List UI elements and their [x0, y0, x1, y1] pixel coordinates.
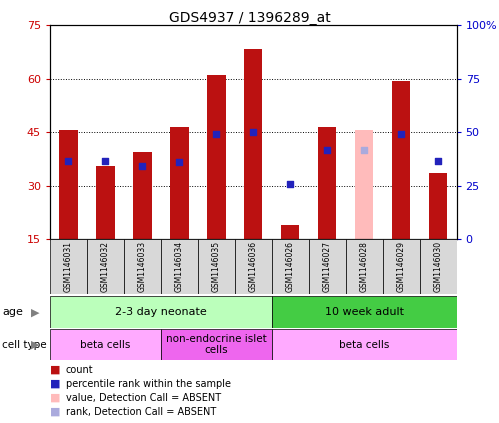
FancyBboxPatch shape [346, 239, 383, 294]
Text: GSM1146034: GSM1146034 [175, 241, 184, 292]
Text: ■: ■ [50, 379, 60, 389]
FancyBboxPatch shape [161, 239, 198, 294]
Text: ■: ■ [50, 407, 60, 417]
Text: cell type: cell type [2, 340, 47, 350]
Point [249, 129, 257, 136]
Text: GSM1146026: GSM1146026 [286, 241, 295, 292]
Text: GSM1146027: GSM1146027 [323, 241, 332, 292]
Point [101, 157, 109, 164]
Bar [133, 152, 152, 239]
Text: ■: ■ [50, 393, 60, 403]
Text: GSM1146028: GSM1146028 [360, 241, 369, 292]
Bar [59, 130, 78, 239]
FancyBboxPatch shape [309, 239, 346, 294]
Point [286, 181, 294, 187]
FancyBboxPatch shape [272, 239, 309, 294]
Point [360, 147, 368, 154]
Text: GSM1146029: GSM1146029 [397, 241, 406, 292]
Text: percentile rank within the sample: percentile rank within the sample [66, 379, 231, 389]
FancyBboxPatch shape [50, 329, 161, 360]
Text: GSM1146036: GSM1146036 [249, 241, 258, 292]
FancyBboxPatch shape [161, 329, 272, 360]
Text: 10 week adult: 10 week adult [325, 307, 404, 317]
Text: value, Detection Call = ABSENT: value, Detection Call = ABSENT [66, 393, 221, 403]
Bar [170, 127, 189, 239]
Point [138, 162, 146, 169]
Text: GSM1146033: GSM1146033 [138, 241, 147, 292]
FancyBboxPatch shape [272, 296, 457, 328]
FancyBboxPatch shape [50, 239, 87, 294]
Bar [318, 127, 336, 239]
Text: count: count [66, 365, 93, 375]
Bar [207, 75, 226, 239]
FancyBboxPatch shape [383, 239, 420, 294]
Text: non-endocrine islet
cells: non-endocrine islet cells [166, 334, 266, 355]
Text: GSM1146030: GSM1146030 [434, 241, 443, 292]
Bar [355, 130, 373, 239]
Bar [281, 225, 299, 239]
Point [323, 147, 331, 154]
Bar [392, 80, 410, 239]
Point [212, 131, 220, 137]
Text: GSM1146035: GSM1146035 [212, 241, 221, 292]
Bar [429, 173, 447, 239]
Text: ▶: ▶ [31, 340, 40, 350]
FancyBboxPatch shape [235, 239, 272, 294]
FancyBboxPatch shape [124, 239, 161, 294]
FancyBboxPatch shape [87, 239, 124, 294]
Text: GDS4937 / 1396289_at: GDS4937 / 1396289_at [169, 11, 330, 25]
Text: GSM1146032: GSM1146032 [101, 241, 110, 292]
Text: GSM1146031: GSM1146031 [64, 241, 73, 292]
Text: rank, Detection Call = ABSENT: rank, Detection Call = ABSENT [66, 407, 216, 417]
Text: ■: ■ [50, 365, 60, 375]
Text: ▶: ▶ [31, 307, 40, 317]
FancyBboxPatch shape [50, 296, 272, 328]
Text: age: age [2, 307, 23, 317]
Point [434, 157, 442, 164]
Point [64, 157, 72, 164]
Bar [96, 166, 115, 239]
Point [175, 159, 183, 166]
FancyBboxPatch shape [272, 329, 457, 360]
FancyBboxPatch shape [420, 239, 457, 294]
Point [397, 131, 405, 137]
FancyBboxPatch shape [198, 239, 235, 294]
Text: 2-3 day neonate: 2-3 day neonate [115, 307, 207, 317]
Text: beta cells: beta cells [339, 340, 389, 349]
Text: beta cells: beta cells [80, 340, 131, 349]
Bar [244, 49, 262, 239]
